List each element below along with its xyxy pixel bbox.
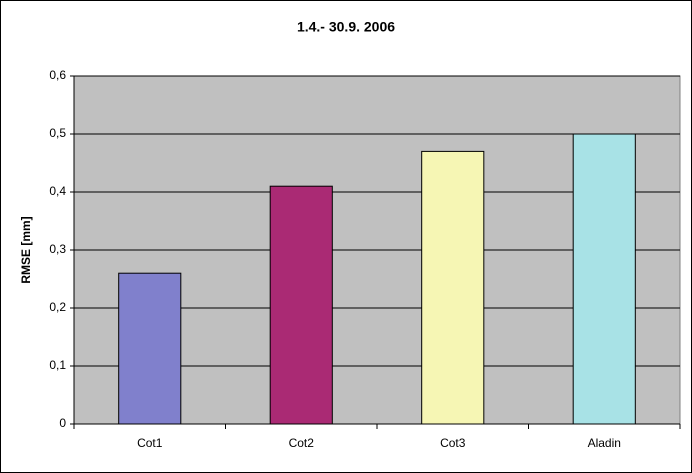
y-tick-label: 0,5 <box>49 126 66 140</box>
x-tick-label: Cot1 <box>137 436 163 450</box>
y-tick-label: 0,2 <box>49 300 66 314</box>
y-tick-label: 0,6 <box>49 68 66 82</box>
y-tick-label: 0,4 <box>49 184 66 198</box>
y-axis-title: RMSE [mm] <box>19 216 33 283</box>
y-tick-label: 0,3 <box>49 242 66 256</box>
bar <box>269 185 333 425</box>
chart-title: 1.4.- 30.9. 2006 <box>297 19 395 35</box>
x-tick-label: Aladin <box>588 436 621 450</box>
y-tick-label: 0,1 <box>49 358 66 372</box>
bar <box>421 150 485 425</box>
bar <box>118 272 182 425</box>
x-tick-label: Cot3 <box>440 436 466 450</box>
bar <box>572 133 636 425</box>
x-tick-label: Cot2 <box>289 436 315 450</box>
y-tick-label: 0 <box>59 416 66 430</box>
